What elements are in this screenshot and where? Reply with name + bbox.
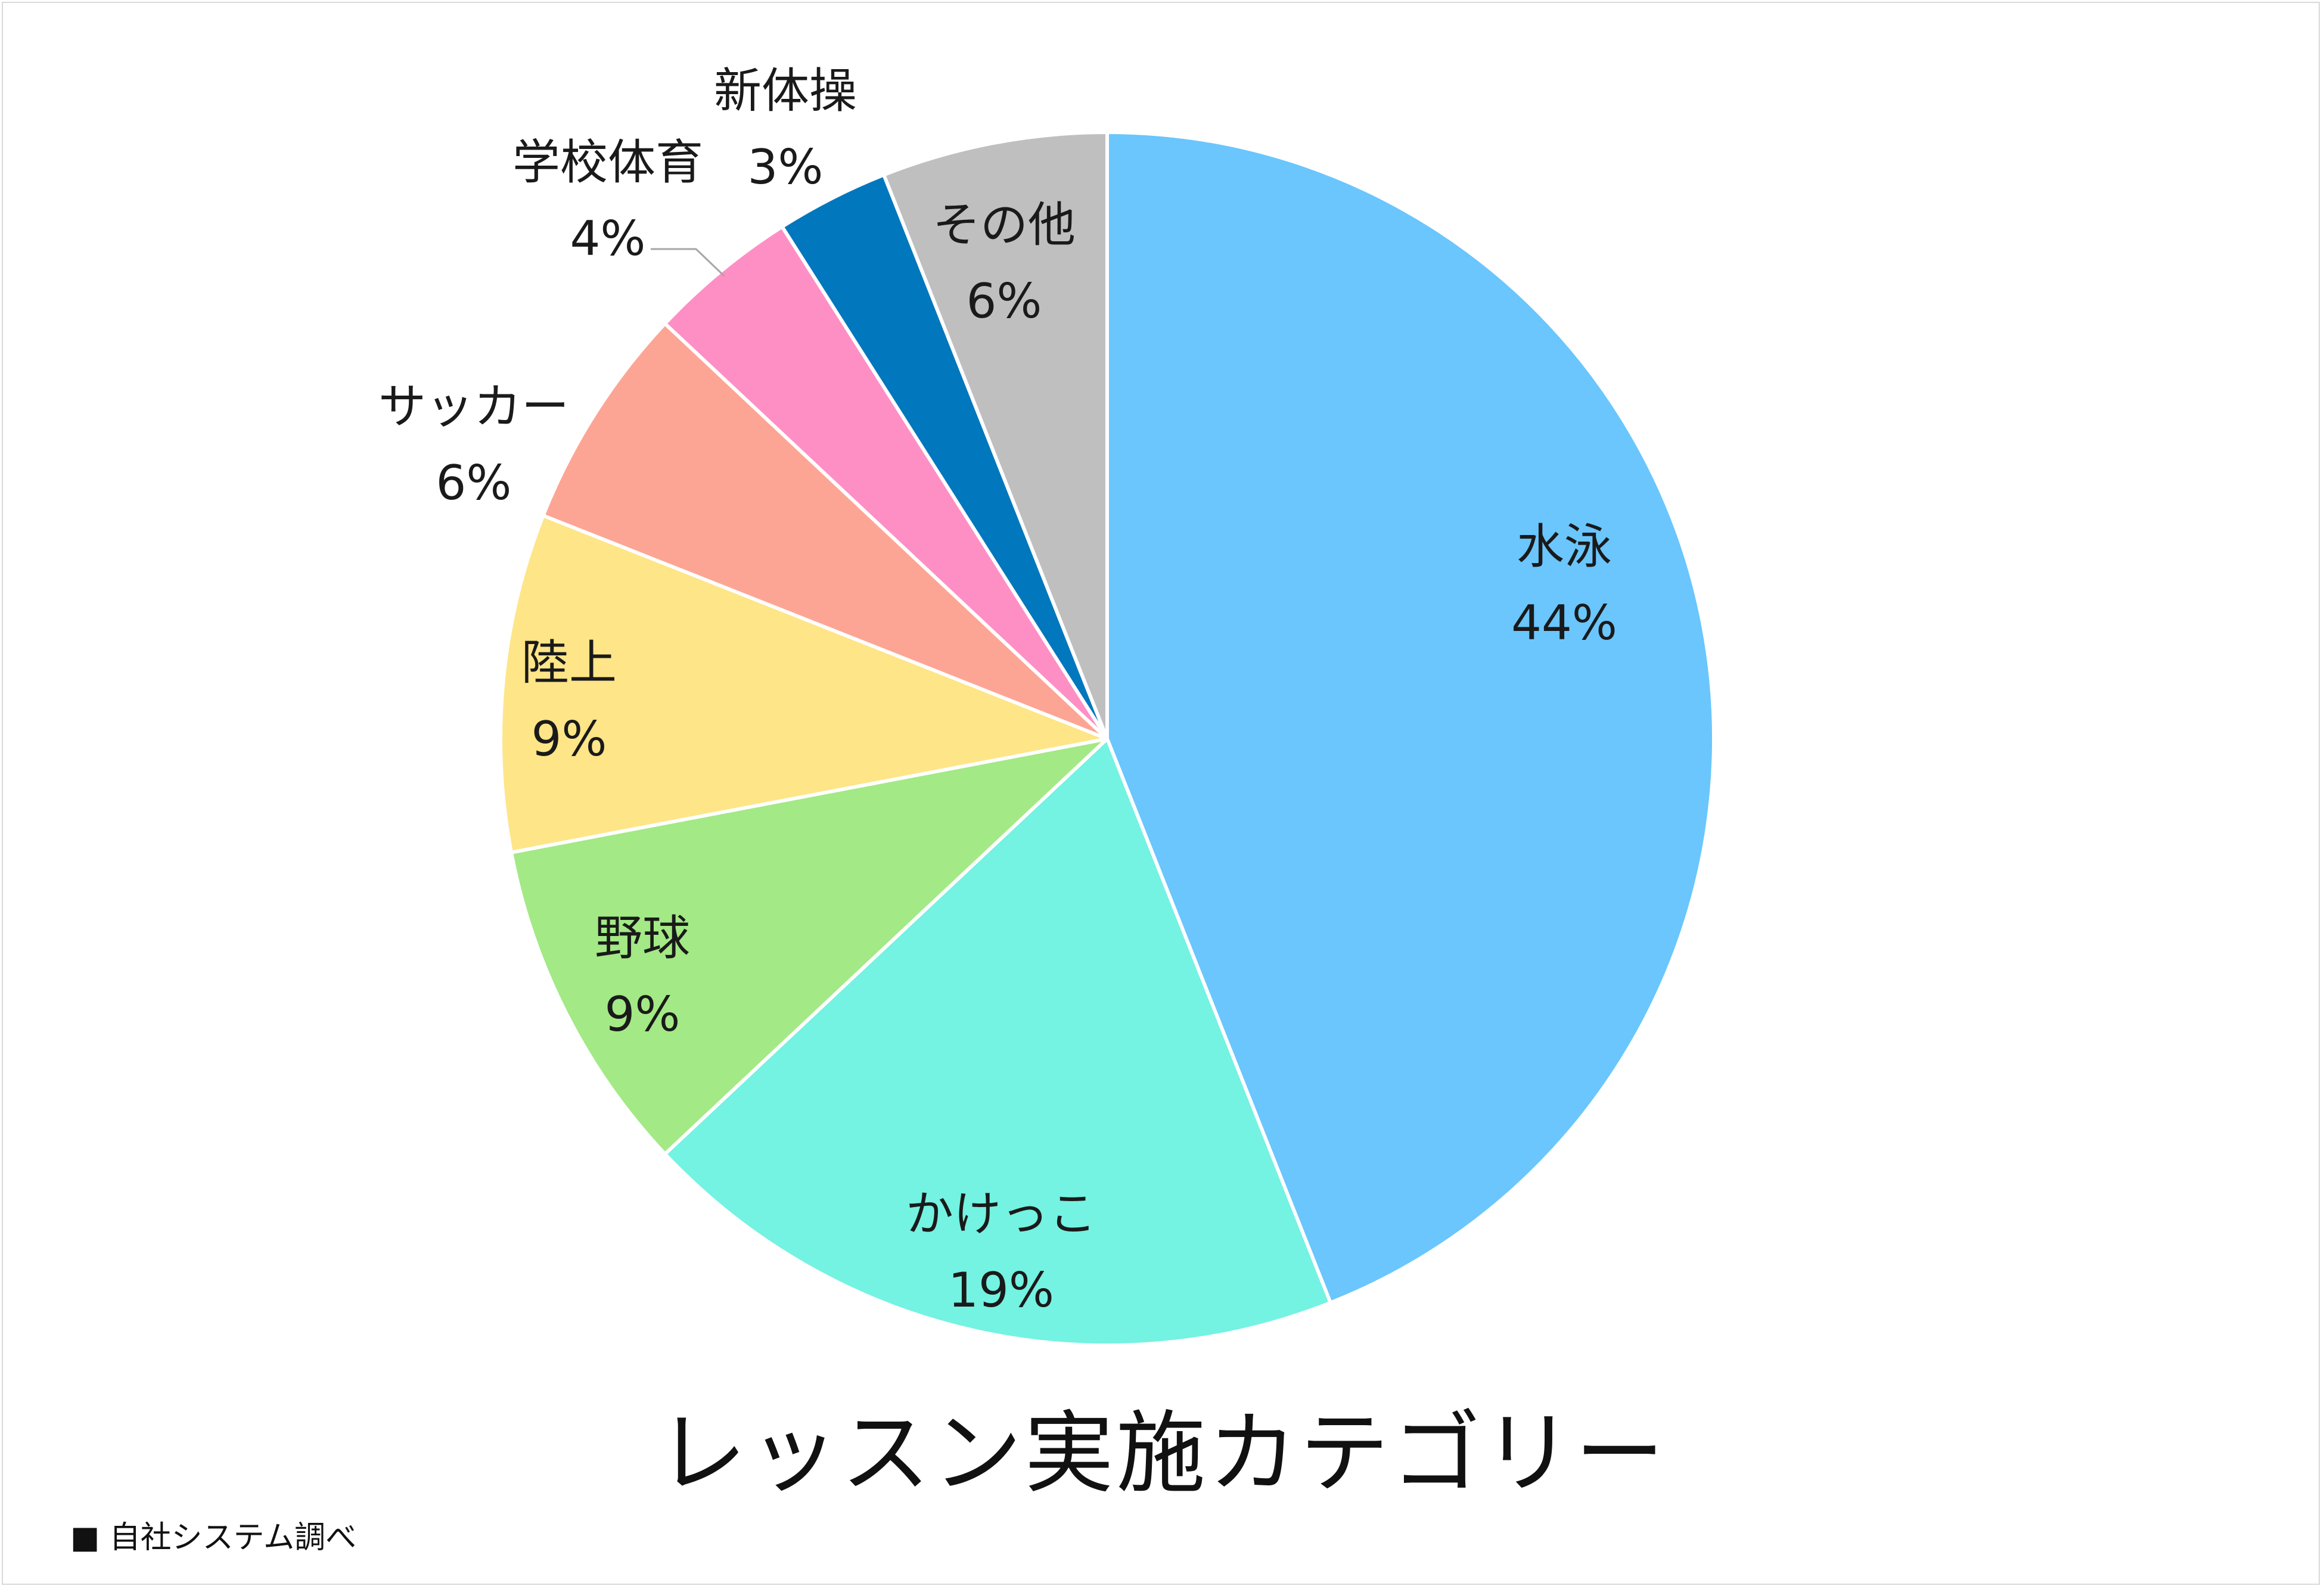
slice-value-label-7: 6%	[967, 273, 1042, 329]
slice-category-label-1: かけっこ	[906, 1186, 1096, 1242]
slice-value-label-4: 6%	[436, 455, 512, 511]
pie-slice-3	[499, 514, 1109, 854]
slice-value-label-1: 19%	[948, 1263, 1054, 1318]
pie-slice-0	[1105, 130, 1716, 1305]
pie-slice-7	[882, 130, 1109, 741]
slice-value-label-6: 3%	[748, 139, 824, 195]
pie-slice-4	[541, 322, 1109, 741]
leader-lines	[651, 248, 725, 277]
source-note: ■ 自社システム調べ	[70, 1520, 357, 1556]
slice-value-label-2: 9%	[605, 987, 681, 1042]
chart-title: レッスン実施カテゴリー	[657, 1402, 1667, 1506]
leader-line-5	[651, 248, 725, 277]
pie-slice-1	[663, 737, 1332, 1347]
slice-category-label-2: 野球	[595, 910, 690, 966]
slice-category-label-3: 陸上	[521, 635, 617, 691]
slice-value-label-3: 9%	[532, 711, 607, 767]
slice-category-label-4: サッカー	[378, 379, 569, 434]
slice-value-label-0: 44%	[1511, 595, 1617, 651]
slice-category-label-0: 水泳	[1517, 519, 1612, 574]
pie-slices	[499, 130, 1716, 1347]
slice-category-label-5: 学校体育	[512, 135, 703, 190]
slice-labels: 水泳 44% かけっこ 19% 野球 9% 陸上 9% サッカー 6% 学校体育 4% 新体操 3% その他…	[378, 63, 1617, 1318]
slice-category-label-6: 新体操	[714, 63, 857, 119]
pie-slice-2	[509, 737, 1109, 1156]
slice-category-label-7: その他	[933, 197, 1076, 253]
slice-value-label-5: 4%	[570, 211, 646, 266]
